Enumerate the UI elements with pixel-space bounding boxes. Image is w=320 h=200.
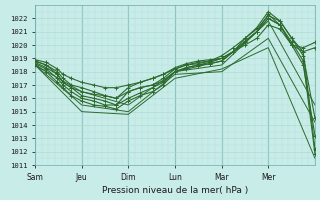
X-axis label: Pression niveau de la mer( hPa ): Pression niveau de la mer( hPa ) <box>102 186 248 195</box>
